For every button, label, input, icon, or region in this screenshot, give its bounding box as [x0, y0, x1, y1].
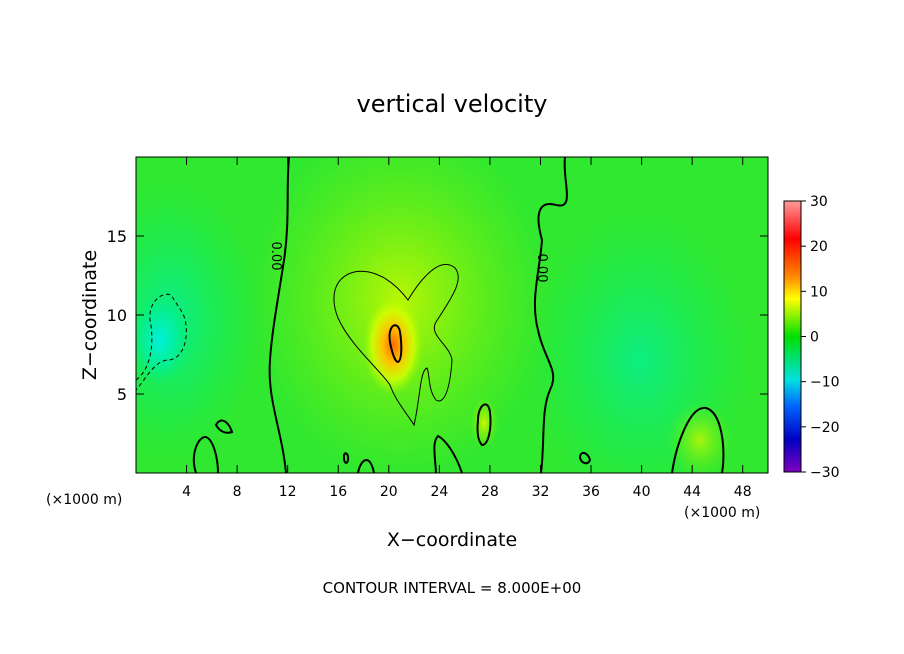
x-tick-label: 4 — [182, 484, 191, 500]
x-tick-label: 36 — [582, 484, 600, 500]
colorbar — [783, 200, 802, 473]
contour-label-left: 0.00 — [268, 242, 283, 271]
colorbar-ticks: 30 20 10 0 −10 −20 −30 — [801, 194, 840, 481]
x-axis-ticks: 4 8 12 16 20 24 28 32 36 40 44 48 — [182, 157, 752, 500]
colorbar-tick-label: −20 — [810, 420, 840, 436]
field-updraft-core — [363, 295, 423, 395]
y-axis-label: Z−coordinate — [79, 250, 101, 380]
field-downdraft-left — [136, 295, 190, 385]
contour-small-1 — [192, 436, 219, 473]
x-tick-label: 40 — [633, 484, 651, 500]
contour-zero-right — [533, 157, 568, 473]
field-cool-left — [136, 180, 260, 460]
x-tick-label: 24 — [430, 484, 448, 500]
contour-small-2 — [214, 419, 234, 434]
colorbar-tick-label: 10 — [810, 284, 828, 300]
x-tick-label: 32 — [532, 484, 550, 500]
contour-zero-left — [268, 157, 290, 473]
y-tick-label: 5 — [117, 385, 127, 404]
colorbar-tick-label: −30 — [810, 465, 840, 481]
contour-updraft-core — [388, 324, 403, 364]
field-updraft-small — [470, 397, 498, 449]
y-tick-label: 10 — [107, 306, 127, 325]
contour-small-3 — [357, 459, 375, 473]
y-axis-ticks: 5 10 15 — [107, 227, 768, 404]
field-updraft-right — [668, 402, 732, 473]
contour-updraft-outline — [333, 263, 459, 427]
contour-lines — [136, 157, 725, 473]
y-tick-label: 15 — [107, 227, 127, 246]
x-tick-label: 20 — [380, 484, 398, 500]
x-axis-label: X−coordinate — [387, 529, 517, 551]
contour-right-updraft — [671, 406, 725, 473]
x-tick-label: 12 — [279, 484, 297, 500]
contour-interval-note: CONTOUR INTERVAL = 8.000E+00 — [323, 579, 582, 597]
contour-label-right: 0.00 — [534, 254, 549, 283]
heatmap-field — [136, 157, 768, 473]
colorbar-tick-label: 0 — [810, 330, 819, 346]
x-unit-right: (×1000 m) — [684, 505, 760, 521]
chart-title: vertical velocity — [357, 90, 548, 118]
contour-small-6 — [578, 452, 592, 465]
x-tick-label: 28 — [481, 484, 499, 500]
contour-small-5 — [433, 434, 463, 473]
x-tick-label: 48 — [734, 484, 752, 500]
colorbar-tick-label: −10 — [810, 375, 840, 391]
contour-small-updraft — [476, 403, 492, 447]
colorbar-tick-label: 20 — [810, 239, 828, 255]
x-tick-label: 16 — [329, 484, 347, 500]
colorbar-tick-label: 30 — [810, 194, 828, 210]
x-unit-left: (×1000 m) — [46, 492, 122, 508]
x-tick-label: 8 — [233, 484, 242, 500]
contour-downdraft-left — [136, 293, 187, 391]
x-tick-label: 44 — [683, 484, 701, 500]
contour-small-4 — [342, 452, 350, 464]
